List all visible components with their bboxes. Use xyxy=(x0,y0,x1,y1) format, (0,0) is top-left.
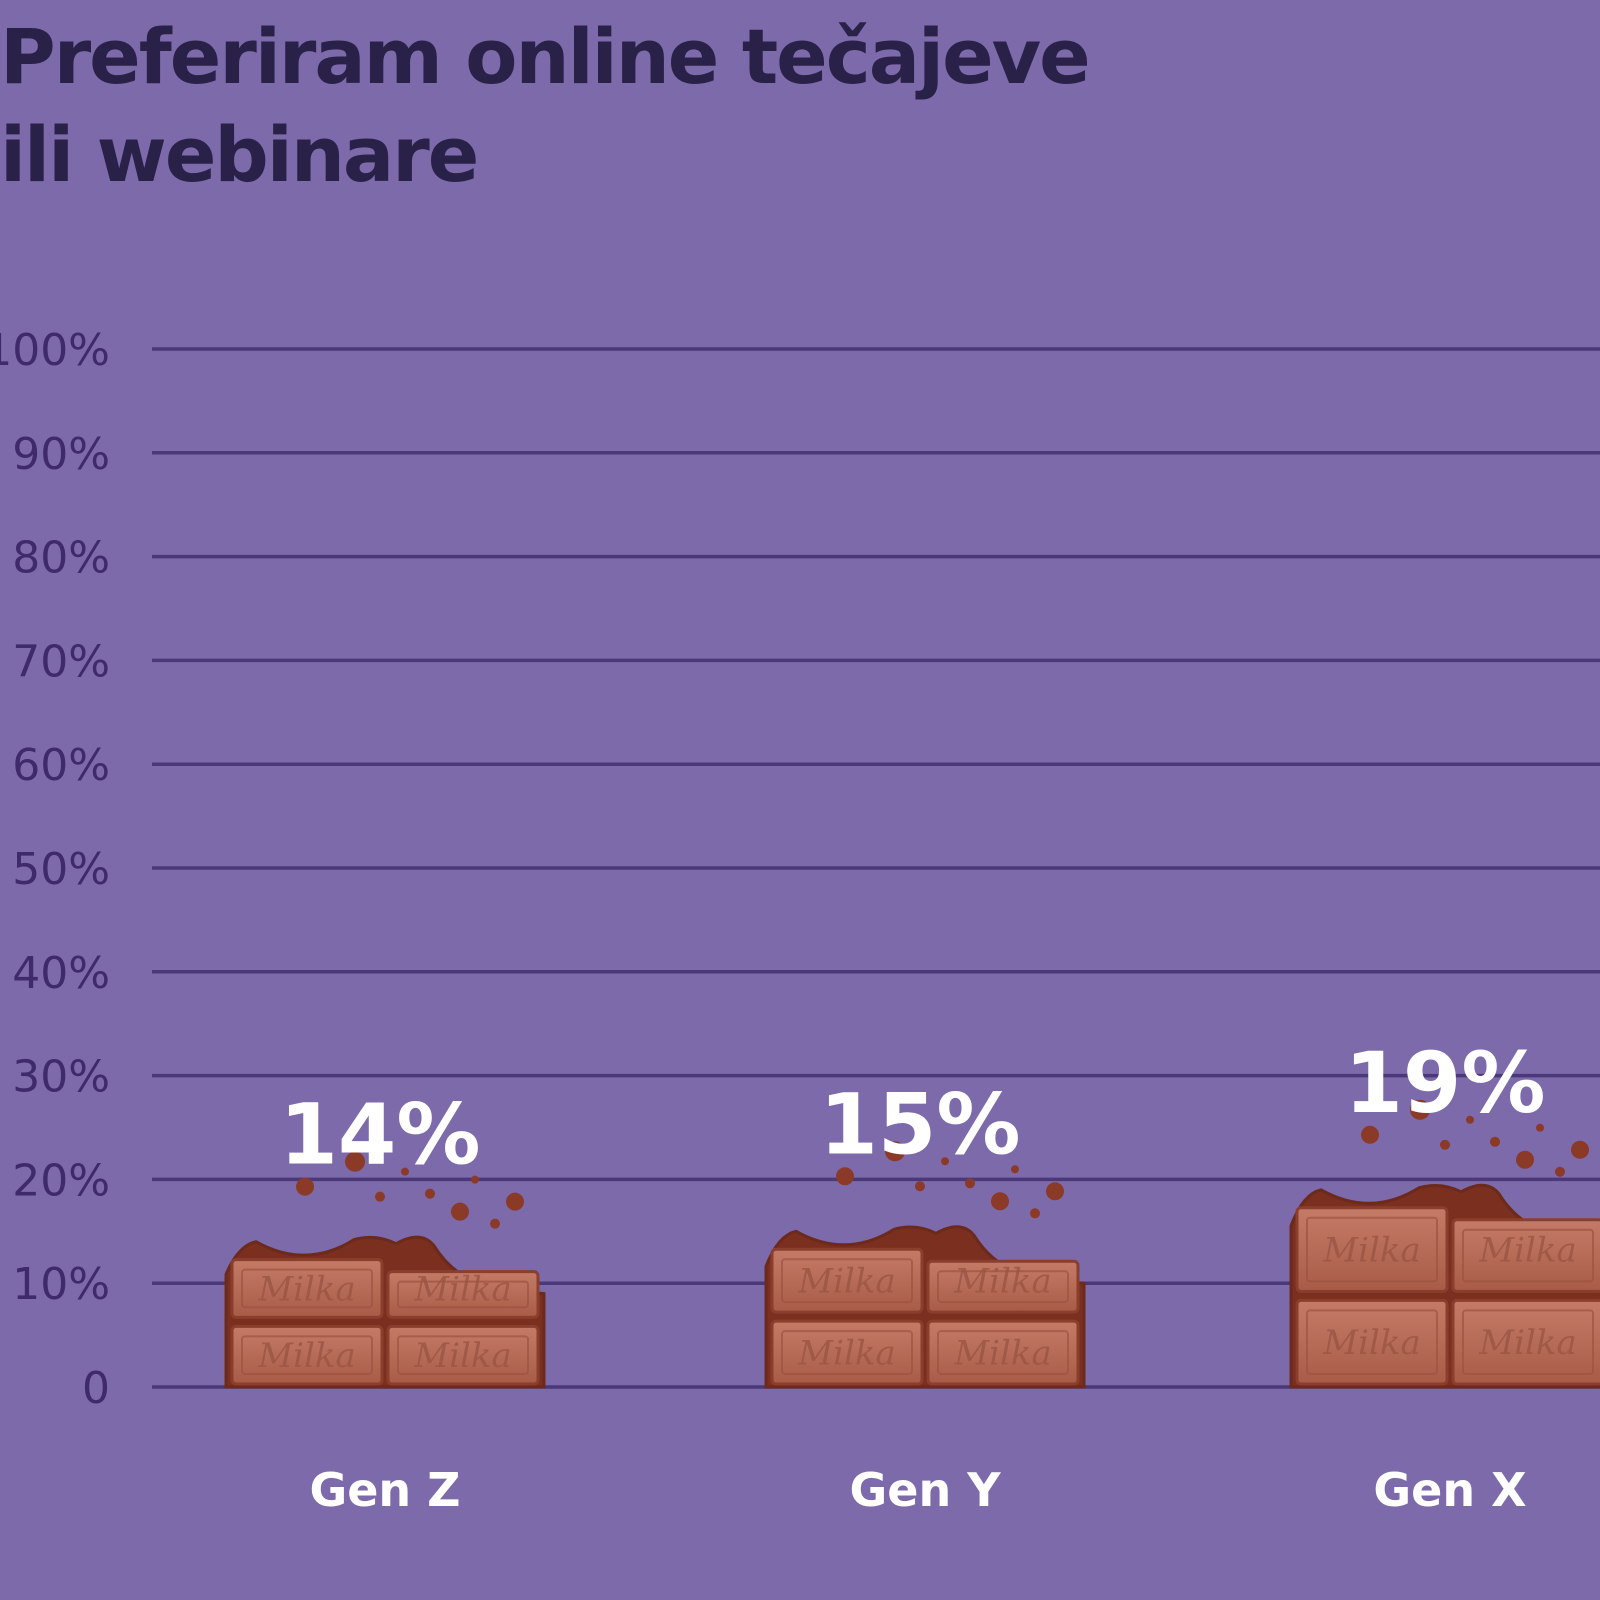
gridlines xyxy=(152,347,1600,1389)
category-label: Gen Z xyxy=(309,1463,460,1517)
chart-title-line-1: Preferiram online tečajeve xyxy=(0,12,1091,101)
bar: Milka Milka Milka Milka xyxy=(764,1141,1086,1389)
bar: Milka Milka Milka Milka xyxy=(1289,1099,1600,1389)
y-tick-label: 70% xyxy=(12,636,110,687)
value-label: 14% xyxy=(279,1086,480,1184)
y-tick-label: 10% xyxy=(12,1259,110,1310)
svg-text:Milka: Milka xyxy=(257,1336,355,1376)
category-label: Gen Y xyxy=(849,1463,1001,1517)
svg-text:Milka: Milka xyxy=(953,1262,1051,1302)
svg-text:Milka: Milka xyxy=(257,1270,355,1310)
value-labels: 14% 15% 19% xyxy=(279,1034,1545,1184)
bar: Milka Milka Milka Milka xyxy=(224,1151,546,1389)
svg-text:Milka: Milka xyxy=(953,1334,1051,1374)
chart-title-line-2: ili webinare xyxy=(0,110,479,199)
svg-text:Milka: Milka xyxy=(797,1334,895,1374)
y-axis-ticks: 0 10% 20% 30% 40% 50% 60% 70% 80% 90% 100% xyxy=(0,325,110,1414)
value-label: 19% xyxy=(1344,1034,1545,1132)
y-tick-label: 20% xyxy=(12,1155,110,1206)
value-label: 15% xyxy=(819,1075,1020,1173)
y-tick-label: 40% xyxy=(12,948,110,999)
y-tick-label: 0 xyxy=(82,1363,110,1414)
y-tick-label: 30% xyxy=(12,1052,110,1103)
svg-text:Milka: Milka xyxy=(413,1270,511,1310)
svg-text:Milka: Milka xyxy=(413,1336,511,1376)
y-tick-label: 50% xyxy=(12,844,110,895)
y-tick-label: 90% xyxy=(12,429,110,480)
svg-text:Milka: Milka xyxy=(1478,1323,1576,1363)
category-labels: Gen Z Gen Y Gen X xyxy=(309,1463,1526,1517)
svg-text:Milka: Milka xyxy=(797,1262,895,1302)
y-tick-label: 60% xyxy=(12,740,110,791)
category-label: Gen X xyxy=(1373,1463,1526,1517)
y-tick-label: 100% xyxy=(0,325,110,376)
svg-text:Milka: Milka xyxy=(1478,1231,1576,1271)
svg-text:Milka: Milka xyxy=(1322,1231,1420,1271)
chart-title: Preferiram online tečajeve ili webinare xyxy=(0,8,1200,204)
y-tick-label: 80% xyxy=(12,533,110,584)
svg-text:Milka: Milka xyxy=(1322,1323,1420,1363)
